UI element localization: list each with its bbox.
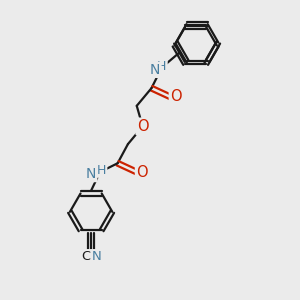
Text: N: N: [92, 250, 101, 263]
Text: O: O: [137, 119, 148, 134]
Text: C: C: [81, 250, 90, 263]
Text: O: O: [170, 89, 182, 104]
Text: N: N: [150, 63, 160, 77]
Text: H: H: [157, 60, 167, 73]
Text: N: N: [86, 167, 96, 181]
Text: H: H: [97, 164, 106, 176]
Text: O: O: [136, 165, 148, 180]
